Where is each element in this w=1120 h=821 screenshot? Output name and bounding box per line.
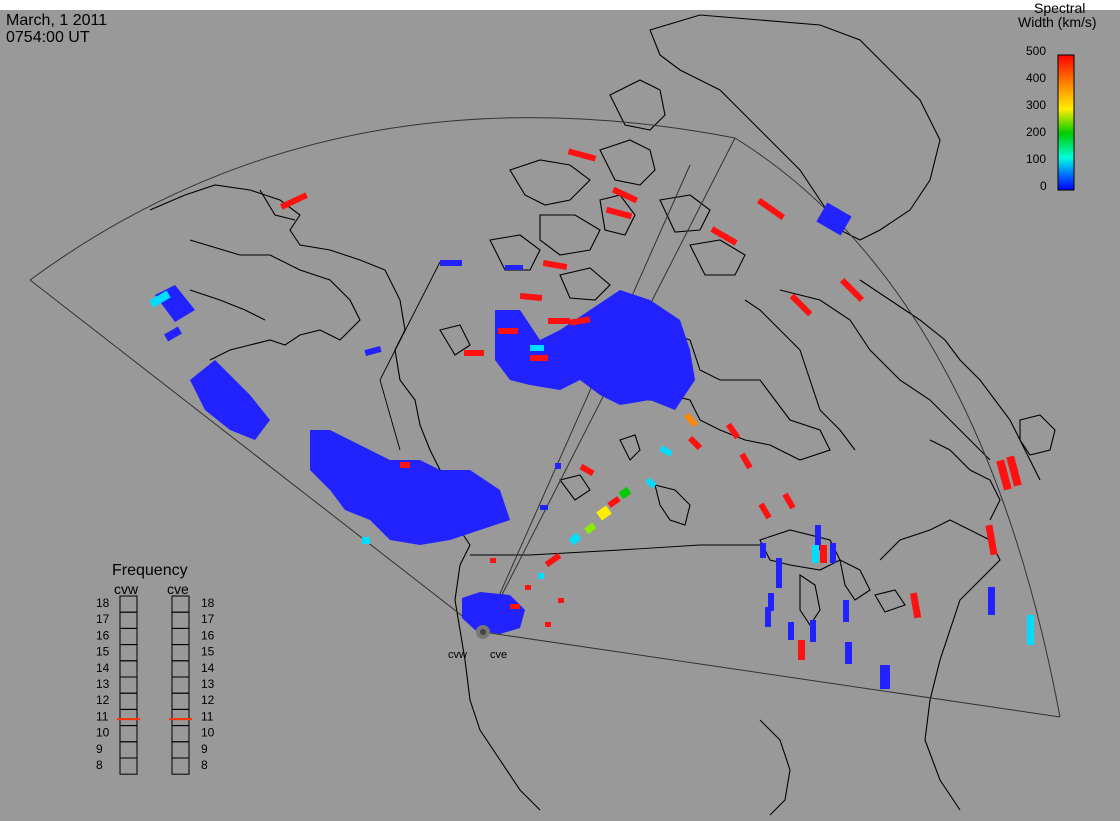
frequency-scale-label: 13 xyxy=(201,677,215,691)
frequency-scale-label: 18 xyxy=(96,596,110,610)
frequency-scale-label: 15 xyxy=(201,645,215,659)
frequency-cell xyxy=(171,757,190,775)
radar-label-cve: cve xyxy=(490,649,507,661)
frequency-scale-label: 16 xyxy=(201,628,215,642)
frequency-scale-label: 10 xyxy=(96,726,110,740)
frequency-panel: Frequency cvw cve 1817161514131211109818… xyxy=(96,562,215,775)
scatter-highmid-width xyxy=(684,412,698,428)
colorbar-ramp xyxy=(1057,54,1075,191)
frequency-scale-label: 11 xyxy=(96,709,109,723)
colorbar-tick: 300 xyxy=(1026,98,1046,112)
frequency-scale-label: 8 xyxy=(201,758,208,772)
frequency-scale-label: 18 xyxy=(201,596,215,610)
frequency-scale-label: 16 xyxy=(96,628,110,642)
scatter-mid-width xyxy=(584,486,632,535)
colorbar-tick: 100 xyxy=(1026,152,1046,166)
colorbar-title-line1: Spectral xyxy=(1034,0,1085,16)
frequency-scale-label: 15 xyxy=(96,645,110,659)
coastlines xyxy=(149,14,1056,816)
scatter-low-width xyxy=(155,202,995,689)
frequency-scale-label: 9 xyxy=(201,742,208,756)
colorbar-title-line2: Width (km/s) xyxy=(1018,14,1097,30)
frequency-scale-label: 13 xyxy=(96,677,110,691)
freq-radar-label-cvw: cvw xyxy=(114,581,139,597)
radar-label-cvw: cvw xyxy=(448,649,467,661)
date-label: March, 1 2011 xyxy=(6,12,107,29)
colorbar: Spectral Width (km/s) 500 400 300 200 10… xyxy=(1018,0,1097,193)
scatter-medium-low-width xyxy=(149,290,1034,645)
frequency-columns: 18 17 16 15 14 13 12 11 10 9 8 18 17 16 15 14 13 12 11 10 9 8 xyxy=(96,595,215,775)
frequency-scale-label: 9 xyxy=(96,742,103,756)
frequency-title: Frequency xyxy=(112,562,188,579)
frequency-scale-label: 14 xyxy=(96,661,110,675)
frequency-scale-label: 17 xyxy=(96,612,110,626)
boundary-lines xyxy=(379,261,760,556)
frequency-scale-label: 8 xyxy=(96,758,103,772)
frequency-scale-label: 14 xyxy=(201,661,215,675)
frequency-scale-label: 12 xyxy=(96,693,110,707)
colorbar-tick: 400 xyxy=(1026,71,1046,85)
colorbar-tick: 0 xyxy=(1040,179,1047,193)
scatter-high-width xyxy=(280,148,1022,660)
map-background xyxy=(0,10,1120,821)
frequency-scale-label: 12 xyxy=(201,693,215,707)
frequency-scale-label: 17 xyxy=(201,612,215,626)
radar-site-marker xyxy=(476,625,490,639)
frequency-scale-label: 10 xyxy=(201,726,215,740)
freq-radar-label-cve: cve xyxy=(167,581,189,597)
frequency-scale-label: 11 xyxy=(201,709,214,723)
frequency-cell xyxy=(119,757,138,775)
time-label: 0754:00 UT xyxy=(6,29,90,46)
colorbar-tick: 200 xyxy=(1026,125,1046,139)
colorbar-tick: 500 xyxy=(1026,44,1046,58)
